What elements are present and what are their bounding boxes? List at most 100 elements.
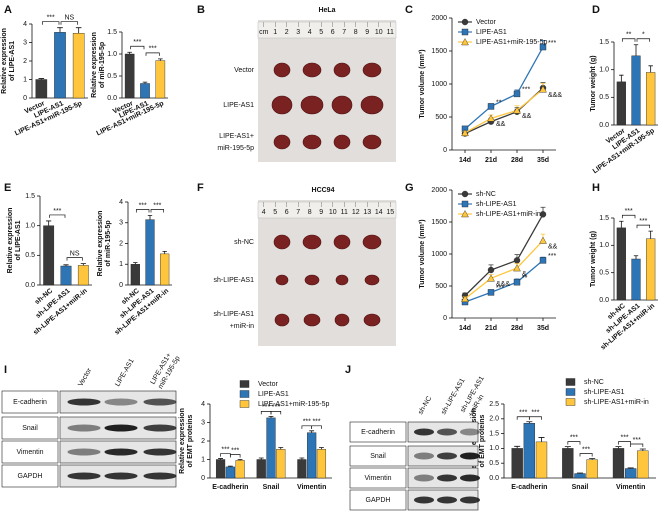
y-tick-label: 0.0 bbox=[107, 95, 117, 102]
y-tick-label: 0.5 bbox=[489, 460, 499, 467]
error-bar bbox=[299, 457, 305, 460]
legend-swatch bbox=[565, 378, 576, 386]
y-axis-label: Tumor volume (mm³) bbox=[419, 49, 426, 118]
blot-band bbox=[437, 428, 457, 436]
point bbox=[539, 257, 547, 264]
ruler-number: 13 bbox=[363, 209, 371, 216]
tumor bbox=[303, 313, 321, 327]
y-tick-label: 1000 bbox=[431, 81, 447, 88]
significance-label: NS bbox=[70, 250, 80, 257]
significance-label: && bbox=[496, 121, 506, 128]
bar bbox=[35, 79, 48, 99]
error-bar bbox=[75, 27, 82, 34]
bar bbox=[60, 265, 72, 286]
significance-label: *** bbox=[133, 39, 141, 46]
y-axis-label: Relative expressionof LIPE-AS1 bbox=[7, 208, 22, 274]
significance-label: *** bbox=[149, 46, 157, 53]
legend-swatch bbox=[239, 380, 250, 388]
significance-label: *** bbox=[625, 208, 633, 215]
legend-label: sh-LIPE-AS1 bbox=[584, 389, 625, 396]
x-tick-label: 14d bbox=[459, 325, 471, 332]
y-tick-label: 1.5 bbox=[107, 29, 117, 36]
blot-band bbox=[460, 496, 480, 504]
panel-letter: H bbox=[592, 182, 600, 194]
y-tick-label: 0.5 bbox=[107, 73, 117, 80]
error-bar bbox=[633, 255, 639, 259]
ruler-number: 11 bbox=[387, 29, 394, 36]
row-label: LIPE-AS1+ miR-195-5p bbox=[217, 133, 254, 152]
significance-label: *** bbox=[639, 218, 647, 225]
point bbox=[539, 236, 547, 244]
error-bar bbox=[627, 467, 634, 469]
error-bar bbox=[133, 262, 138, 265]
bar bbox=[256, 459, 266, 479]
ruler-number: 10 bbox=[329, 209, 337, 216]
point bbox=[487, 289, 495, 296]
error-bar bbox=[218, 458, 224, 460]
error-bar bbox=[615, 446, 622, 449]
y-axis-label-line: of miR-195-5p bbox=[99, 42, 106, 88]
y-tick-label: 1.5 bbox=[599, 215, 609, 222]
y-tick-label: 0.5 bbox=[25, 252, 35, 259]
bar bbox=[562, 448, 574, 479]
blot-band bbox=[414, 496, 434, 504]
ruler-number: 11 bbox=[341, 209, 348, 216]
ruler-number: 6 bbox=[331, 29, 335, 36]
tumor bbox=[302, 134, 322, 150]
significance-label: &&& bbox=[496, 281, 510, 288]
bar bbox=[586, 459, 598, 479]
ruler-number: 4 bbox=[262, 209, 266, 216]
x-tick-label: 35d bbox=[537, 325, 549, 332]
ruler-number: 1 bbox=[273, 29, 277, 36]
bar bbox=[43, 225, 55, 286]
bar bbox=[535, 441, 548, 479]
row-label-line: +miR-in bbox=[230, 323, 254, 330]
blot-band bbox=[460, 474, 480, 482]
bar bbox=[54, 32, 66, 99]
row-label: Snail bbox=[370, 453, 386, 460]
ruler bbox=[257, 201, 397, 219]
bar bbox=[637, 450, 649, 479]
significance-bracket bbox=[135, 209, 150, 213]
bar bbox=[124, 53, 135, 99]
significance-bracket bbox=[270, 411, 282, 415]
y-tick-label: 1.0 bbox=[107, 51, 117, 58]
bar bbox=[225, 466, 235, 479]
blot-band bbox=[143, 424, 177, 432]
blot-band bbox=[67, 472, 101, 480]
tumor bbox=[273, 234, 291, 250]
error-bar bbox=[57, 27, 63, 33]
point bbox=[539, 85, 547, 93]
point bbox=[487, 114, 495, 122]
significance-label: *** bbox=[570, 434, 578, 441]
y-axis-label-line: of EMT proteins bbox=[479, 414, 486, 467]
bar bbox=[574, 473, 586, 479]
y-tick-label: 0.0 bbox=[599, 297, 609, 304]
row-label: E-cadherin bbox=[13, 399, 47, 406]
blot-band bbox=[104, 472, 138, 480]
y-axis-label-line: Relative expression bbox=[1, 28, 8, 94]
row-label-box bbox=[349, 467, 407, 489]
y-axis-label: Relative expressionof miR-195-5p bbox=[91, 32, 106, 98]
series-line bbox=[464, 259, 544, 303]
error-bar bbox=[318, 447, 324, 450]
y-tick-label: 0.5 bbox=[599, 270, 609, 277]
tumor bbox=[362, 234, 382, 250]
significance-label: *** bbox=[231, 447, 239, 454]
ruler-number: 7 bbox=[296, 209, 300, 216]
y-tick-label: 3 bbox=[23, 39, 27, 46]
y-tick-label: 0 bbox=[23, 95, 27, 102]
tumor bbox=[333, 62, 351, 78]
y-tick-label: 0 bbox=[119, 282, 123, 289]
blot-band bbox=[460, 428, 480, 436]
y-tick-label: 3 bbox=[201, 419, 205, 426]
series-line bbox=[464, 46, 544, 130]
blot-band bbox=[104, 398, 138, 406]
ruler bbox=[257, 21, 397, 39]
panel-letter: A bbox=[4, 4, 12, 16]
row-label: GAPDH bbox=[366, 497, 391, 504]
bar bbox=[616, 81, 626, 126]
y-axis-label: Relative expressionof miR-195-5p bbox=[97, 211, 112, 277]
bar bbox=[616, 227, 626, 301]
tumor bbox=[271, 95, 293, 115]
